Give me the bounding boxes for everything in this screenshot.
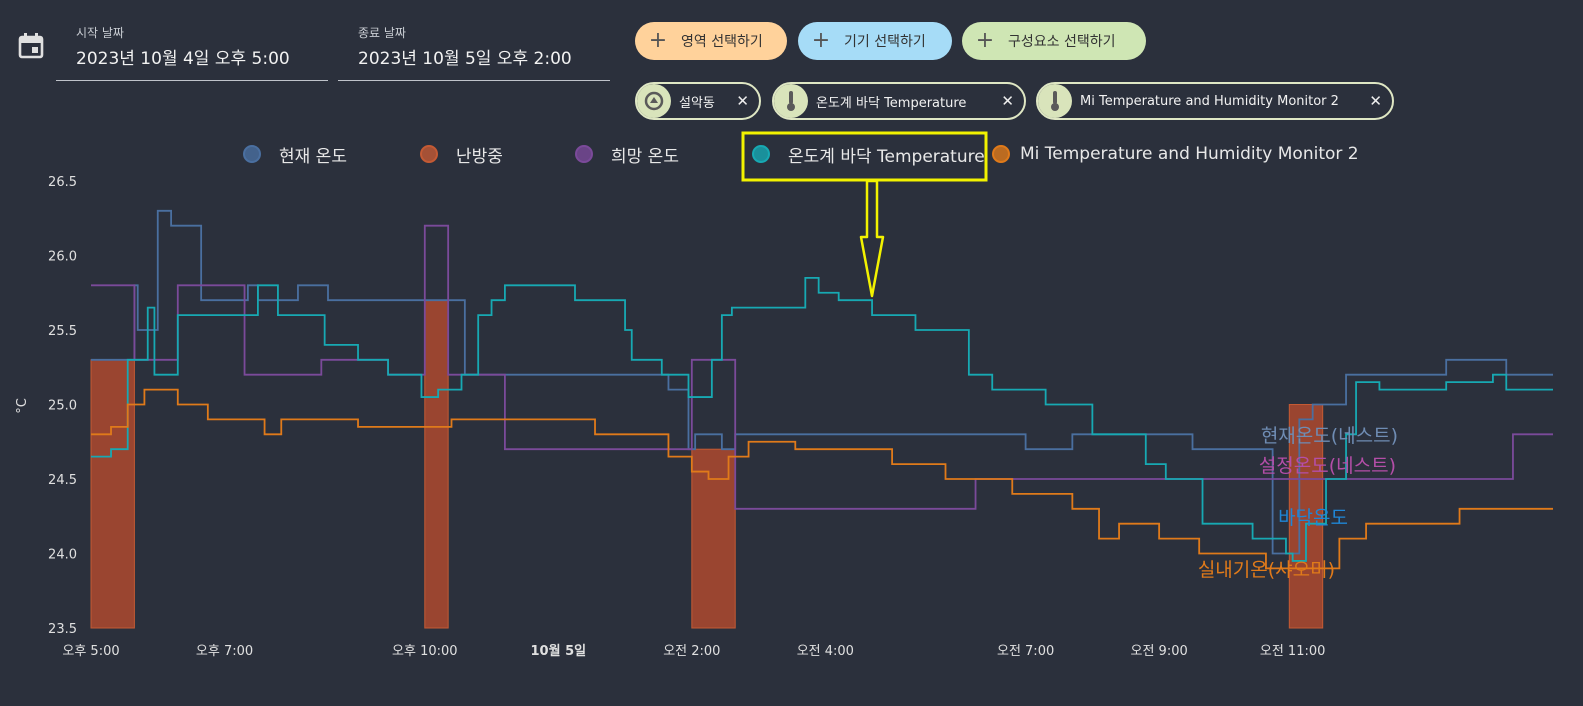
y-tick-label: 24.0 (48, 548, 77, 563)
plus-icon: + (975, 28, 995, 53)
y-axis: 26.5 26.0 25.5 25.0 24.5 24.0 23.5 (48, 175, 77, 637)
chip-floor-thermometer-label: 온도계 바닥 Temperature (816, 95, 967, 111)
choose-entity-label: 구성요소 선택하기 (1008, 34, 1116, 50)
close-icon[interactable]: ✕ (736, 92, 749, 110)
thermometer-icon (774, 84, 808, 118)
series-line (91, 209, 1553, 555)
series-line (91, 276, 1553, 562)
chip-mi-monitor[interactable]: Mi Temperature and Humidity Monitor 2 ✕ (1036, 82, 1394, 120)
annotation-label: 현재온도(네스트) (1261, 425, 1398, 447)
chip-area[interactable]: 설악동 ✕ (635, 82, 761, 120)
plus-icon: + (648, 28, 668, 53)
choose-device-label: 기기 선택하기 (844, 34, 926, 50)
heating-bar (424, 299, 449, 629)
end-date-value: 2023년 10월 5일 오후 2:00 (358, 49, 572, 69)
legend-current-temp[interactable]: 현재 온도 (243, 142, 347, 167)
chip-floor-thermometer[interactable]: 온도계 바닥 Temperature ✕ (772, 82, 1026, 120)
close-icon[interactable]: ✕ (1001, 92, 1014, 110)
annotation-label: 설정온도(네스트) (1259, 455, 1396, 477)
legend-target-temp[interactable]: 희망 온도 (575, 142, 679, 167)
end-date-field[interactable]: 종료 날짜 2023년 10월 5일 오후 2:00 (338, 22, 610, 81)
y-axis-label: °C (15, 398, 30, 414)
y-tick-label: 25.0 (48, 399, 77, 414)
legend-label: 현재 온도 (279, 146, 347, 167)
start-date-value: 2023년 10월 4일 오후 5:00 (76, 49, 290, 69)
legend-swatch (752, 145, 770, 163)
x-tick-label: 10월 5일 (531, 643, 587, 659)
legend-swatch (575, 145, 593, 163)
legend-mi-monitor[interactable]: Mi Temperature and Humidity Monitor 2 (992, 142, 1359, 166)
chip-mi-monitor-label: Mi Temperature and Humidity Monitor 2 (1080, 93, 1339, 109)
heating-bars (90, 299, 1324, 629)
x-tick-label: 오후 7:00 (196, 644, 253, 659)
legend-label: 온도계 바닥 Temperature (788, 146, 985, 167)
calendar-icon (18, 33, 44, 59)
x-tick-label: 오후 10:00 (392, 644, 458, 659)
x-tick-label: 오전 9:00 (1131, 644, 1188, 659)
x-tick-label: 오전 7:00 (997, 644, 1054, 659)
arrow-down-icon (859, 179, 885, 298)
choose-device-button[interactable]: + 기기 선택하기 (798, 22, 952, 60)
legend-label: Mi Temperature and Humidity Monitor 2 (1020, 144, 1359, 164)
y-tick-label: 23.5 (48, 622, 77, 637)
y-tick-label: 26.5 (48, 175, 77, 190)
legend-swatch (243, 145, 261, 163)
series-lines (91, 209, 1553, 570)
highlight-overlay (741, 131, 988, 298)
plus-icon: + (811, 28, 831, 53)
annotation-label: 바닥온도 (1278, 507, 1348, 529)
x-tick-label: 오전 11:00 (1260, 644, 1326, 659)
legend-swatch (992, 145, 1010, 163)
legend-label: 난방중 (456, 146, 503, 167)
legend-swatch (420, 145, 438, 163)
choose-entity-button[interactable]: + 구성요소 선택하기 (962, 22, 1146, 60)
legend-heating[interactable]: 난방중 (420, 142, 503, 167)
series-line (91, 388, 1553, 570)
chip-area-label: 설악동 (679, 95, 715, 111)
y-tick-label: 24.5 (48, 473, 77, 488)
choose-area-button[interactable]: + 영역 선택하기 (635, 22, 787, 60)
y-tick-label: 25.5 (48, 324, 77, 339)
close-icon[interactable]: ✕ (1369, 92, 1382, 110)
choose-area-label: 영역 선택하기 (681, 34, 763, 50)
area-icon (637, 84, 671, 118)
legend-label: 희망 온도 (611, 146, 679, 167)
start-date-field[interactable]: 시작 날짜 2023년 10월 4일 오후 5:00 (56, 22, 328, 81)
x-tick-label: 오후 5:00 (62, 644, 119, 659)
x-axis: 오후 5:00 오후 7:00 오후 10:00 10월 5일 오전 2:00 오전 4:… (62, 643, 1325, 659)
x-tick-label: 오전 2:00 (663, 644, 720, 659)
x-tick-label: 오전 4:00 (797, 644, 854, 659)
series-line (91, 224, 1553, 510)
annotation-label: 실내기온(샤오미) (1198, 559, 1335, 581)
heating-bar (1288, 404, 1324, 629)
y-tick-label: 26.0 (48, 250, 77, 265)
end-date-label: 종료 날짜 (358, 26, 406, 40)
start-date-label: 시작 날짜 (76, 26, 124, 40)
legend-floor-temp[interactable]: 온도계 바닥 Temperature (752, 142, 985, 167)
thermometer-icon (1038, 84, 1072, 118)
